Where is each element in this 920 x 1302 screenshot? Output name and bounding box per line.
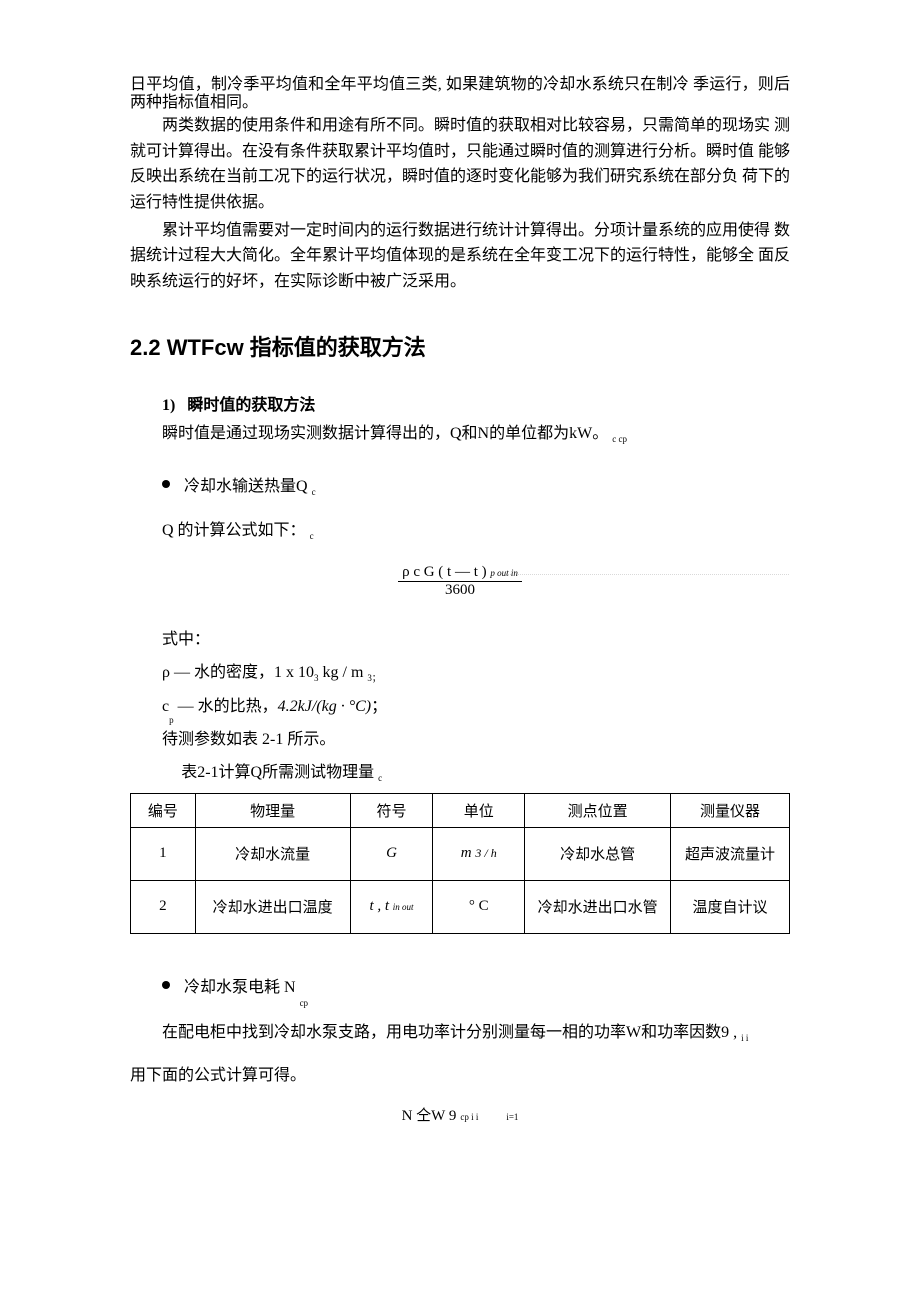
def-rho-a: ρ — 水的密度，1 x 10 (162, 664, 314, 681)
cell-sym: G (350, 827, 433, 880)
def-cp-c: 4.2kJ/(kg · °C) (278, 698, 371, 715)
formula-num: ρ c G ( t — t ) (402, 564, 487, 580)
formula-dash-line (506, 574, 790, 575)
def-rho-tail-sup: 3； (367, 673, 381, 683)
item-heading-text: 瞬时值的获取方法 (187, 397, 315, 414)
ncp-desc-sub: i i (741, 1033, 748, 1043)
table-header-row: 编号 物理量 符号 单位 测点位置 测量仪器 (131, 793, 790, 827)
formula-den: 3600 (398, 582, 522, 599)
def-cp: cp — 水的比热，4.2kJ/(kg · °C)； (162, 693, 790, 720)
th-inst: 测量仪器 (671, 793, 790, 827)
ncp-desc-2: 用下面的公式计算可得。 (130, 1063, 790, 1089)
bullet-icon (162, 981, 170, 989)
bullet-qc-sub: c (312, 487, 316, 497)
intro-para-2: 两类数据的使用条件和用途有所不同。瞬时值的获取相对比较容易，只需简单的现场实 测… (130, 113, 790, 215)
cell-sym-sub: in out (393, 902, 414, 912)
def-rho: ρ — 水的密度，1 x 103 kg / m 3； (162, 659, 790, 686)
table-body: 1 冷却水流量 G m 3 / h 冷却水总管 超声波流量计 2 冷却水进出口温… (131, 827, 790, 933)
table-2-1: 编号 物理量 符号 单位 测点位置 测量仪器 1 冷却水流量 G m 3 / h… (130, 793, 790, 934)
cell-inst: 温度自计议 (671, 880, 790, 933)
bullet-ncp-sub: cp (300, 996, 309, 1011)
def-cp-sub: p (169, 713, 174, 728)
section-title: 2.2 WTFcw 指标值的获取方法 (130, 330, 790, 362)
formula-ncp: N 仝W 9 cp i i i=1 (130, 1106, 790, 1124)
formula2-main: N 仝W 9 (402, 1108, 457, 1124)
cell-unit: ° C (433, 880, 525, 933)
item-1-text: 瞬时值是通过现场实测数据计算得出的，Q和N的单位都为kW。 (162, 425, 608, 442)
item-number: 1) (162, 397, 175, 414)
th-num: 编号 (131, 793, 196, 827)
bullet-qc: 冷却水输送热量Q c (162, 473, 790, 500)
ncp-desc: 在配电柜中找到冷却水泵支路，用电功率计分别测量每一相的功率W和功率因数9 , i… (130, 1019, 790, 1046)
cell-pos: 冷却水总管 (525, 827, 671, 880)
formula-qc: ρ c G ( t — t ) p out in 3600 (130, 564, 790, 608)
th-phy: 物理量 (195, 793, 350, 827)
cell-sym-main: t , t (369, 898, 389, 914)
bullet-qc-text: 冷却水输送热量Q (184, 478, 308, 495)
formula-fraction: ρ c G ( t — t ) p out in 3600 (398, 564, 522, 599)
definitions: 式中： ρ — 水的密度，1 x 103 kg / m 3； cp — 水的比热… (162, 626, 790, 787)
cell-num: 1 (131, 827, 196, 880)
item-1-heading: 1) 瞬时值的获取方法 (162, 392, 790, 419)
ncp-desc-a: 在配电柜中找到冷却水泵支路，用电功率计分别测量每一相的功率W和功率因数9 , (162, 1024, 741, 1041)
qc-intro-sub: c (310, 531, 314, 541)
cell-sym: t , t in out (350, 880, 433, 933)
tbl-caption-sub: c (378, 774, 382, 784)
table-caption: 表2-1计算Q所需测试物理量 c (181, 759, 790, 786)
cell-num: 2 (131, 880, 196, 933)
tbl-caption-text: 表2-1计算Q所需测试物理量 (181, 764, 374, 781)
def-cp-a: c (162, 698, 169, 715)
table-row: 1 冷却水流量 G m 3 / h 冷却水总管 超声波流量计 (131, 827, 790, 880)
bullet-ncp: 冷却水泵电耗 N cp (162, 974, 790, 1001)
cell-phy: 冷却水流量 (195, 827, 350, 880)
page: 日平均值，制冷季平均值和全年平均值三类, 如果建筑物的冷却水系统只在制冷 季运行… (0, 0, 920, 1204)
table-row: 2 冷却水进出口温度 t , t in out ° C 冷却水进出口水管 温度自… (131, 880, 790, 933)
cell-phy: 冷却水进出口温度 (195, 880, 350, 933)
th-unit: 单位 (433, 793, 525, 827)
bullet-ncp-text: 冷却水泵电耗 N (184, 979, 296, 996)
cell-unit-main: m (461, 845, 472, 861)
item-1-line: 瞬时值是通过现场实测数据计算得出的，Q和N的单位都为kW。 c cp (162, 420, 790, 447)
cell-pos: 冷却水进出口水管 (525, 880, 671, 933)
cell-unit: m 3 / h (433, 827, 525, 880)
qc-intro-text: Q 的计算公式如下： (162, 522, 306, 539)
table-head: 编号 物理量 符号 单位 测点位置 测量仪器 (131, 793, 790, 827)
intro-para-3: 累计平均值需要对一定时间内的运行数据进行统计计算得出。分项计量系统的应用使得 数… (130, 218, 790, 295)
intro-para-1: 日平均值，制冷季平均值和全年平均值三类, 如果建筑物的冷却水系统只在制冷 季运行… (130, 76, 790, 111)
formula2-sub2: i=1 (506, 1112, 518, 1122)
item-1-sub: c cp (612, 434, 627, 444)
def-cp-b: — 水的比热， (174, 698, 278, 715)
def-note: 待测参数如表 2-1 所示。 (162, 726, 790, 753)
formula2-sub1: cp i i (460, 1112, 478, 1122)
cell-unit-extra: 3 / h (475, 846, 496, 860)
def-rho-tail: kg / m (319, 664, 368, 681)
defs-label: 式中： (162, 626, 790, 653)
qc-formula-intro: Q 的计算公式如下： c (162, 517, 790, 544)
th-pos: 测点位置 (525, 793, 671, 827)
cell-inst: 超声波流量计 (671, 827, 790, 880)
bullet-icon (162, 480, 170, 488)
def-cp-d: ； (371, 698, 387, 715)
th-sym: 符号 (350, 793, 433, 827)
